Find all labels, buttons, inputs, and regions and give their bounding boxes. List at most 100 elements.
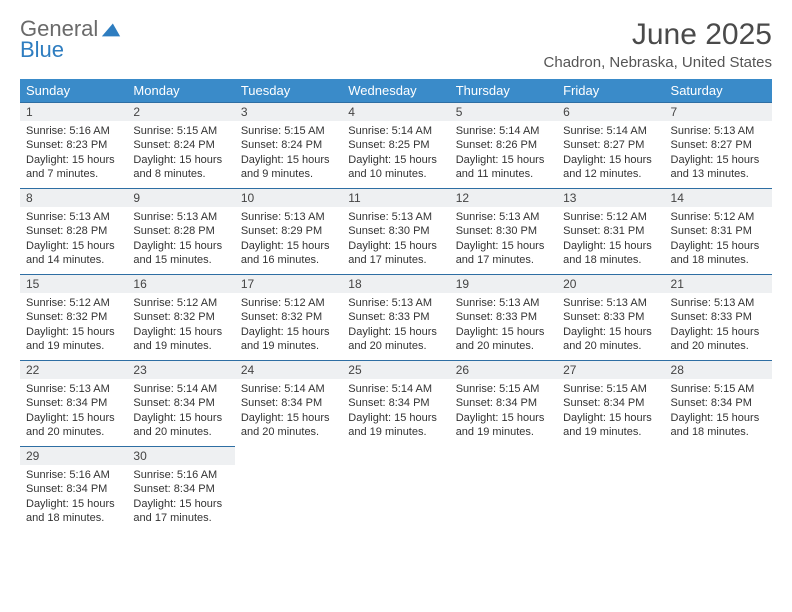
- sunrise-line: Sunrise: 5:13 AM: [241, 210, 336, 224]
- daylight-line: Daylight: 15 hours and 20 minutes.: [26, 411, 121, 440]
- day-number: 9: [127, 188, 234, 207]
- sunset-line: Sunset: 8:30 PM: [456, 224, 551, 238]
- sunset-line: Sunset: 8:27 PM: [563, 138, 658, 152]
- sunrise-line: Sunrise: 5:14 AM: [348, 124, 443, 138]
- calendar-day-cell: 7Sunrise: 5:13 AMSunset: 8:27 PMDaylight…: [665, 102, 772, 188]
- header: General Blue June 2025 Chadron, Nebraska…: [20, 18, 772, 71]
- day-number: 6: [557, 102, 664, 121]
- calendar-day-cell: 27Sunrise: 5:15 AMSunset: 8:34 PMDayligh…: [557, 360, 664, 446]
- sunset-line: Sunset: 8:33 PM: [456, 310, 551, 324]
- daylight-line: Daylight: 15 hours and 20 minutes.: [563, 325, 658, 354]
- logo-word2: Blue: [20, 40, 122, 61]
- daylight-line: Daylight: 15 hours and 20 minutes.: [241, 411, 336, 440]
- day-content: Sunrise: 5:14 AMSunset: 8:34 PMDaylight:…: [127, 379, 234, 445]
- sunset-line: Sunset: 8:29 PM: [241, 224, 336, 238]
- day-number: 11: [342, 188, 449, 207]
- day-number: 13: [557, 188, 664, 207]
- day-content: Sunrise: 5:14 AMSunset: 8:34 PMDaylight:…: [235, 379, 342, 445]
- day-header: Sunday: [20, 79, 127, 102]
- calendar-day-cell: 22Sunrise: 5:13 AMSunset: 8:34 PMDayligh…: [20, 360, 127, 446]
- day-number: 17: [235, 274, 342, 293]
- daylight-line: Daylight: 15 hours and 9 minutes.: [241, 153, 336, 182]
- day-header: Monday: [127, 79, 234, 102]
- sunset-line: Sunset: 8:33 PM: [563, 310, 658, 324]
- calendar-day-cell: 21Sunrise: 5:13 AMSunset: 8:33 PMDayligh…: [665, 274, 772, 360]
- daylight-line: Daylight: 15 hours and 20 minutes.: [671, 325, 766, 354]
- sunrise-line: Sunrise: 5:15 AM: [133, 124, 228, 138]
- daylight-line: Daylight: 15 hours and 12 minutes.: [563, 153, 658, 182]
- day-content: Sunrise: 5:12 AMSunset: 8:31 PMDaylight:…: [665, 207, 772, 273]
- calendar-day-cell: 19Sunrise: 5:13 AMSunset: 8:33 PMDayligh…: [450, 274, 557, 360]
- calendar-day-cell: 15Sunrise: 5:12 AMSunset: 8:32 PMDayligh…: [20, 274, 127, 360]
- calendar-day-cell: 6Sunrise: 5:14 AMSunset: 8:27 PMDaylight…: [557, 102, 664, 188]
- calendar-day-cell: [665, 446, 772, 532]
- page-subtitle: Chadron, Nebraska, United States: [544, 54, 772, 71]
- sunrise-line: Sunrise: 5:12 AM: [133, 296, 228, 310]
- daylight-line: Daylight: 15 hours and 20 minutes.: [348, 325, 443, 354]
- calendar-day-cell: 10Sunrise: 5:13 AMSunset: 8:29 PMDayligh…: [235, 188, 342, 274]
- day-number: 16: [127, 274, 234, 293]
- sunrise-line: Sunrise: 5:13 AM: [671, 124, 766, 138]
- sunset-line: Sunset: 8:34 PM: [26, 482, 121, 496]
- sunrise-line: Sunrise: 5:16 AM: [26, 124, 121, 138]
- calendar-week-row: 22Sunrise: 5:13 AMSunset: 8:34 PMDayligh…: [20, 360, 772, 446]
- calendar-day-cell: 23Sunrise: 5:14 AMSunset: 8:34 PMDayligh…: [127, 360, 234, 446]
- sunset-line: Sunset: 8:34 PM: [456, 396, 551, 410]
- sunset-line: Sunset: 8:28 PM: [26, 224, 121, 238]
- sunset-line: Sunset: 8:32 PM: [241, 310, 336, 324]
- day-content: Sunrise: 5:13 AMSunset: 8:28 PMDaylight:…: [127, 207, 234, 273]
- day-content: Sunrise: 5:13 AMSunset: 8:30 PMDaylight:…: [450, 207, 557, 273]
- calendar-week-row: 29Sunrise: 5:16 AMSunset: 8:34 PMDayligh…: [20, 446, 772, 532]
- day-number: 8: [20, 188, 127, 207]
- sunset-line: Sunset: 8:26 PM: [456, 138, 551, 152]
- day-number: 10: [235, 188, 342, 207]
- daylight-line: Daylight: 15 hours and 8 minutes.: [133, 153, 228, 182]
- day-content: Sunrise: 5:13 AMSunset: 8:30 PMDaylight:…: [342, 207, 449, 273]
- sunrise-line: Sunrise: 5:15 AM: [671, 382, 766, 396]
- page-title: June 2025: [544, 18, 772, 52]
- sunrise-line: Sunrise: 5:13 AM: [348, 296, 443, 310]
- day-number: 7: [665, 102, 772, 121]
- daylight-line: Daylight: 15 hours and 16 minutes.: [241, 239, 336, 268]
- sunrise-line: Sunrise: 5:15 AM: [563, 382, 658, 396]
- sunset-line: Sunset: 8:32 PM: [26, 310, 121, 324]
- day-content: Sunrise: 5:13 AMSunset: 8:33 PMDaylight:…: [665, 293, 772, 359]
- day-number: 14: [665, 188, 772, 207]
- day-header-row: SundayMondayTuesdayWednesdayThursdayFrid…: [20, 79, 772, 102]
- calendar-day-cell: [235, 446, 342, 532]
- sunset-line: Sunset: 8:31 PM: [563, 224, 658, 238]
- day-number: 20: [557, 274, 664, 293]
- sunrise-line: Sunrise: 5:12 AM: [671, 210, 766, 224]
- day-content: Sunrise: 5:14 AMSunset: 8:34 PMDaylight:…: [342, 379, 449, 445]
- daylight-line: Daylight: 15 hours and 19 minutes.: [133, 325, 228, 354]
- day-number: 28: [665, 360, 772, 379]
- sunset-line: Sunset: 8:34 PM: [241, 396, 336, 410]
- day-content: Sunrise: 5:12 AMSunset: 8:32 PMDaylight:…: [20, 293, 127, 359]
- calendar-day-cell: 16Sunrise: 5:12 AMSunset: 8:32 PMDayligh…: [127, 274, 234, 360]
- day-number: 22: [20, 360, 127, 379]
- calendar-day-cell: 25Sunrise: 5:14 AMSunset: 8:34 PMDayligh…: [342, 360, 449, 446]
- day-content: Sunrise: 5:15 AMSunset: 8:24 PMDaylight:…: [235, 121, 342, 187]
- sunrise-line: Sunrise: 5:16 AM: [133, 468, 228, 482]
- calendar-week-row: 1Sunrise: 5:16 AMSunset: 8:23 PMDaylight…: [20, 102, 772, 188]
- sunrise-line: Sunrise: 5:13 AM: [456, 296, 551, 310]
- calendar-week-row: 15Sunrise: 5:12 AMSunset: 8:32 PMDayligh…: [20, 274, 772, 360]
- day-number: 12: [450, 188, 557, 207]
- daylight-line: Daylight: 15 hours and 15 minutes.: [133, 239, 228, 268]
- day-number: 15: [20, 274, 127, 293]
- calendar-day-cell: 26Sunrise: 5:15 AMSunset: 8:34 PMDayligh…: [450, 360, 557, 446]
- day-content: Sunrise: 5:13 AMSunset: 8:29 PMDaylight:…: [235, 207, 342, 273]
- calendar-day-cell: 14Sunrise: 5:12 AMSunset: 8:31 PMDayligh…: [665, 188, 772, 274]
- day-number: 26: [450, 360, 557, 379]
- day-header: Tuesday: [235, 79, 342, 102]
- calendar-day-cell: 18Sunrise: 5:13 AMSunset: 8:33 PMDayligh…: [342, 274, 449, 360]
- sunset-line: Sunset: 8:31 PM: [671, 224, 766, 238]
- day-header: Thursday: [450, 79, 557, 102]
- sunset-line: Sunset: 8:34 PM: [26, 396, 121, 410]
- sunrise-line: Sunrise: 5:14 AM: [348, 382, 443, 396]
- calendar-day-cell: [342, 446, 449, 532]
- sunrise-line: Sunrise: 5:12 AM: [563, 210, 658, 224]
- day-content: Sunrise: 5:16 AMSunset: 8:34 PMDaylight:…: [20, 465, 127, 531]
- sunrise-line: Sunrise: 5:12 AM: [26, 296, 121, 310]
- daylight-line: Daylight: 15 hours and 19 minutes.: [563, 411, 658, 440]
